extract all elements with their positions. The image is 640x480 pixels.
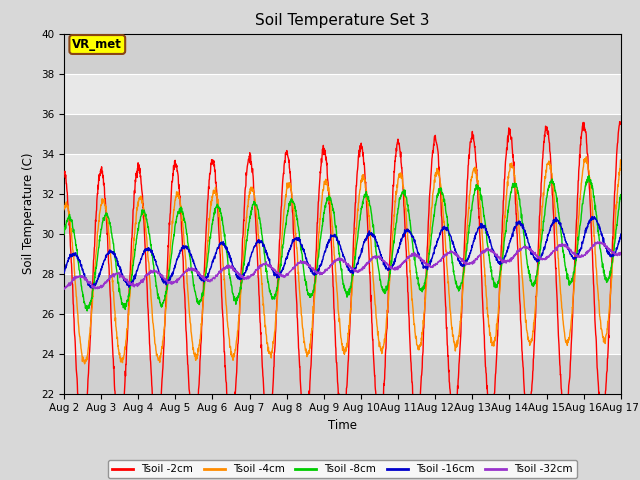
Y-axis label: Soil Temperature (C): Soil Temperature (C) [22,153,35,275]
Line: Tsoil -4cm: Tsoil -4cm [64,157,621,364]
Tsoil -32cm [60,286,68,292]
Tsoil -32cm [601,240,609,246]
Tsoil -32cm [60,287,68,292]
Tsoil -2cm [617,120,625,126]
Tsoil -16cm [617,231,625,237]
Tsoil -4cm [499,245,506,251]
Tsoil -32cm [499,258,506,264]
Bar [64,354,621,394]
Tsoil -16cm [602,242,609,248]
Tsoil -8cm [499,256,506,262]
Tsoil -8cm [60,231,68,237]
Tsoil -8cm [585,173,593,179]
Tsoil -4cm [89,293,97,299]
Tsoil -8cm [331,221,339,227]
Tsoil -8cm [83,308,91,314]
Tsoil -8cm [89,288,97,293]
Tsoil -16cm [60,270,68,276]
Tsoil -32cm [596,239,604,245]
Tsoil -2cm [601,400,609,406]
Tsoil -2cm [616,119,623,125]
Tsoil -2cm [60,169,68,175]
Tsoil -16cm [88,285,96,291]
Tsoil -8cm [617,192,625,198]
Tsoil -2cm [88,287,96,293]
Tsoil -4cm [617,157,625,163]
Tsoil -16cm [331,232,339,238]
X-axis label: Time: Time [328,419,357,432]
Tsoil -8cm [601,274,609,279]
Tsoil -2cm [601,396,609,402]
Tsoil -8cm [316,236,324,242]
Bar [64,34,621,73]
Bar [64,274,621,313]
Tsoil -2cm [331,328,339,334]
Tsoil -16cm [89,284,97,289]
Tsoil -32cm [89,285,97,290]
Tsoil -4cm [602,341,609,347]
Line: Tsoil -8cm: Tsoil -8cm [64,176,621,311]
Tsoil -32cm [617,250,625,255]
Tsoil -32cm [316,269,324,275]
Tsoil -4cm [60,207,68,213]
Tsoil -16cm [499,260,506,265]
Tsoil -32cm [331,257,339,263]
Tsoil -4cm [81,361,88,367]
Tsoil -8cm [602,276,609,282]
Tsoil -4cm [331,257,339,263]
Line: Tsoil -2cm: Tsoil -2cm [64,122,621,434]
Tsoil -4cm [316,216,324,222]
Tsoil -2cm [499,213,506,219]
Bar [64,193,621,234]
Bar [64,114,621,154]
Title: Soil Temperature Set 3: Soil Temperature Set 3 [255,13,429,28]
Text: VR_met: VR_met [72,38,122,51]
Tsoil -4cm [582,154,590,160]
Tsoil -2cm [116,432,124,437]
Tsoil -2cm [316,169,324,175]
Tsoil -32cm [602,241,609,247]
Tsoil -16cm [601,243,609,249]
Tsoil -16cm [316,263,324,269]
Line: Tsoil -16cm: Tsoil -16cm [64,216,621,288]
Tsoil -4cm [601,338,609,344]
Legend: Tsoil -2cm, Tsoil -4cm, Tsoil -8cm, Tsoil -16cm, Tsoil -32cm: Tsoil -2cm, Tsoil -4cm, Tsoil -8cm, Tsoi… [108,460,577,479]
Tsoil -16cm [588,214,596,219]
Line: Tsoil -32cm: Tsoil -32cm [64,242,621,289]
